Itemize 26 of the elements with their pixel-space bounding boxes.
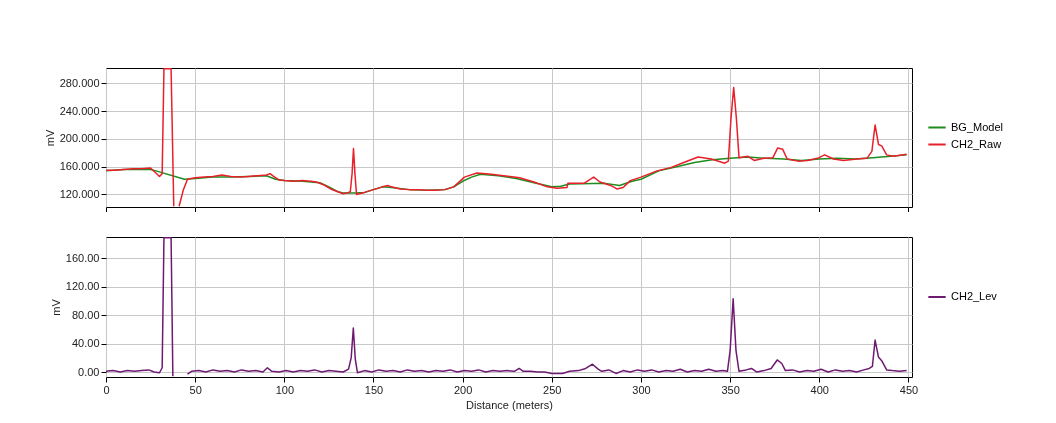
x-axis-title: Distance (meters) [466, 398, 553, 411]
y-tick-label: 200.000 [59, 132, 100, 145]
x-tick-label: 150 [364, 383, 384, 396]
x-tick-label: 0 [103, 383, 110, 396]
y-tick-label: 80.00 [71, 308, 100, 321]
y-tick-label: 160.000 [59, 160, 100, 173]
y-axis-title: mV [43, 129, 56, 147]
x-tick-label: 100 [275, 383, 294, 396]
x-tick-label: 50 [189, 383, 202, 396]
x-tick-label: 450 [899, 383, 919, 396]
y-axis-title: mV [49, 298, 62, 316]
y-tick-label: 280.000 [59, 76, 100, 89]
x-tick-label: 300 [632, 383, 651, 396]
legend-label: CH2_Lev [951, 290, 998, 302]
y-tick-label: 0.00 [78, 365, 100, 378]
y-tick-label: 240.000 [59, 104, 100, 117]
y-tick-label: 120.00 [65, 280, 100, 293]
y-tick-label: 40.00 [71, 337, 100, 350]
legend-label: BG_Model [951, 120, 1003, 133]
legend-label: CH2_Raw [951, 137, 1002, 150]
y-tick-label: 120.000 [59, 187, 100, 200]
y-tick-label: 160.00 [65, 251, 100, 264]
x-tick-label: 350 [721, 383, 740, 396]
x-tick-label: 400 [810, 383, 829, 396]
x-tick-label: 200 [453, 383, 473, 396]
x-tick-label: 250 [543, 383, 562, 396]
